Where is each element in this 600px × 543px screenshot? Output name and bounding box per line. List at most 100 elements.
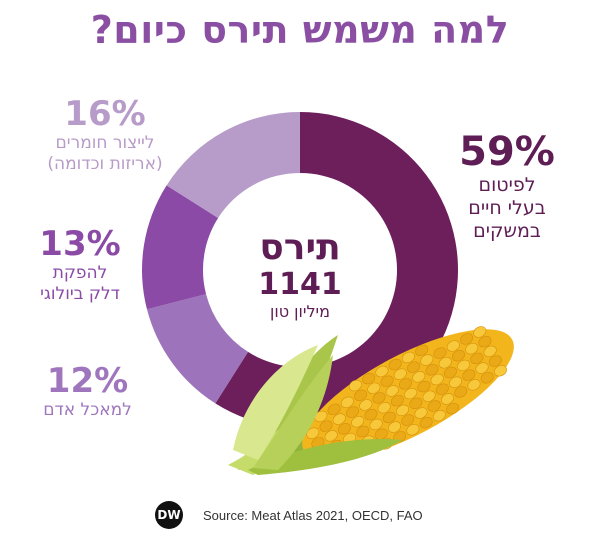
corn-kernel: [393, 368, 407, 380]
corn-kernel: [404, 387, 418, 400]
corn-kernel: [314, 410, 328, 423]
corn-kernel: [337, 423, 351, 435]
donut-slice-livestock: [215, 112, 458, 428]
corn-kernel: [467, 379, 481, 391]
corn-kernel: [401, 351, 415, 364]
corn-kernel: [493, 365, 507, 377]
donut-center-label: תירס 1141 מיליון טון: [233, 228, 367, 322]
corn-kernel: [324, 430, 338, 442]
corn-kernel: [332, 413, 346, 425]
slice-text: (אריזות וכדומה): [47, 154, 163, 174]
corn-kernel: [407, 361, 421, 373]
corn-kernel: [356, 425, 370, 438]
corn-kernel: [433, 347, 447, 359]
corn-kernel: [430, 373, 444, 386]
corn-kernel: [388, 358, 402, 371]
corn-kernel: [446, 340, 460, 352]
corn-kernel: [406, 424, 420, 436]
corn-kernel: [385, 385, 399, 397]
corn-kernel: [478, 335, 492, 348]
slice-label-materials: 16% לייצור חומרים (אריזות וכדומה): [5, 95, 205, 175]
corn-kernel: [457, 359, 471, 372]
corn-kernel: [340, 396, 354, 409]
center-unit: מיליון טון: [269, 302, 330, 321]
corn-kernel: [306, 427, 320, 439]
corn-kernel: [398, 378, 412, 390]
corn-kernel: [427, 400, 441, 412]
slice-percent: 59%: [459, 129, 555, 175]
source-text: Source: Meat Atlas 2021, OECD, FAO: [203, 507, 423, 523]
corn-kernel: [449, 376, 463, 388]
corn-kernel: [369, 418, 383, 431]
corn-kernel: [348, 379, 362, 392]
corn-kernel: [462, 369, 476, 381]
corn-kernel: [364, 409, 378, 421]
slice-text: דלק ביולוגי: [40, 284, 120, 304]
corn-kernel: [475, 362, 489, 374]
corn-kernel: [480, 372, 494, 384]
corn-kernel: [446, 402, 460, 415]
center-value: 1141: [258, 267, 342, 302]
corn-kernel: [354, 389, 368, 401]
corn-kernel: [362, 372, 376, 385]
slice-text: לפיטום: [478, 174, 536, 196]
corn-kernel: [443, 366, 457, 379]
corn-kernel: [346, 406, 360, 418]
corn-kernel: [351, 416, 365, 428]
corn-kernel: [460, 333, 474, 345]
corn-kernel: [387, 421, 401, 433]
corn-kernel: [451, 350, 465, 362]
corn-kernel: [359, 399, 373, 411]
corn-kernel: [372, 392, 386, 404]
corn-kernel: [396, 404, 410, 417]
slice-text: למאכל אדם: [43, 400, 132, 420]
corn-kernel: [425, 364, 439, 376]
corn-cob-icon: [228, 326, 514, 475]
corn-kernel: [435, 383, 449, 395]
corn-kernel: [382, 411, 396, 424]
donut-slice-human-food: [146, 294, 249, 404]
corn-kernel: [414, 407, 428, 419]
slice-text: בעלי חיים: [468, 197, 546, 219]
corn-kernel: [412, 371, 426, 383]
corn-kernel: [415, 344, 429, 357]
chart-title: למה משמש תירס כיום?: [90, 8, 510, 52]
corn-kernel: [465, 343, 479, 355]
corn-kernel: [409, 397, 423, 409]
slice-label-human-food: 12% למאכל אדם: [5, 362, 170, 421]
corn-kernel: [488, 355, 502, 367]
slice-percent: 12%: [46, 361, 129, 401]
corn-kernel: [380, 375, 394, 387]
slice-percent: 16%: [64, 94, 146, 134]
corn-kernel: [422, 390, 436, 402]
corn-kernel: [401, 414, 415, 426]
corn-kernel: [377, 402, 391, 414]
slice-text: להפקת: [52, 263, 108, 283]
slice-percent: 13%: [39, 224, 121, 264]
corn-kernel: [420, 354, 434, 366]
corn-kernel: [390, 394, 404, 407]
corn-kernel: [470, 352, 484, 365]
dw-logo: DW: [155, 501, 183, 529]
corn-kernel: [454, 386, 468, 398]
donut-slice-biofuel: [142, 185, 219, 310]
corn-kernel: [375, 365, 389, 378]
corn-kernel: [374, 428, 388, 440]
slice-text: לייצור חומרים: [55, 133, 155, 153]
corn-kernel: [432, 410, 446, 422]
corn-kernel: [319, 420, 333, 432]
corn-kernel: [419, 417, 433, 429]
donut-slice-materials: [166, 112, 300, 219]
slice-label-livestock: 59% לפיטום בעלי חיים במשקים: [432, 130, 582, 243]
corn-kernel: [483, 345, 497, 358]
footer: DW Source: Meat Atlas 2021, OECD, FAO: [155, 500, 423, 530]
corn-kernel: [473, 326, 487, 338]
corn-kernel: [327, 403, 341, 416]
corn-kernel: [440, 393, 454, 405]
corn-kernel: [438, 357, 452, 369]
corn-kernel: [367, 382, 381, 394]
slice-label-biofuel: 13% להפקת דלק ביולוגי: [5, 225, 155, 305]
center-title: תירס: [259, 227, 341, 268]
corn-kernel: [417, 380, 431, 393]
